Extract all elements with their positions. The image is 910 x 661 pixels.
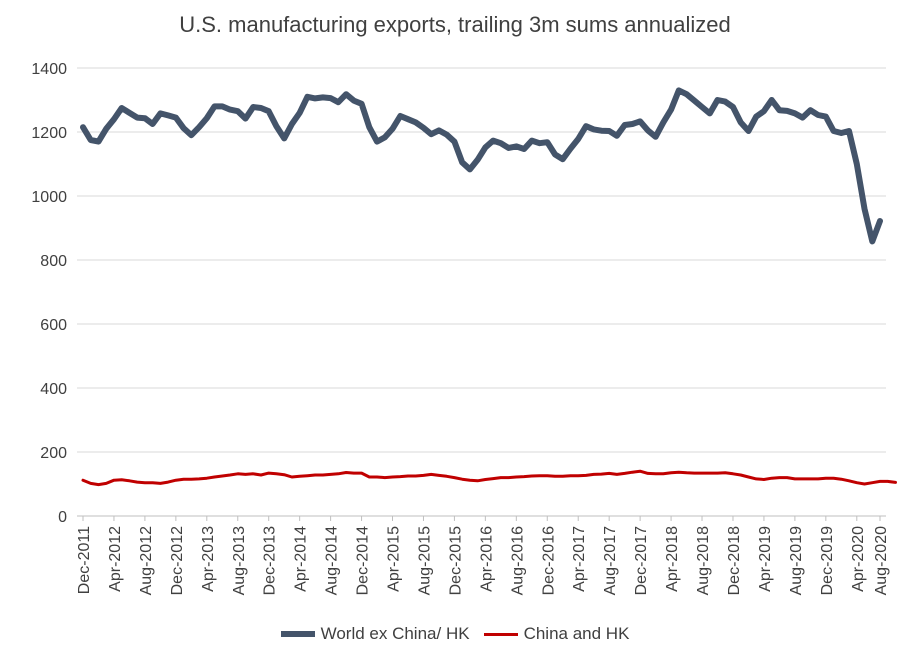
- y-tick-label: 600: [40, 317, 67, 334]
- x-tick-label: Dec-2012: [169, 526, 186, 595]
- x-tick-label: Apr-2020: [850, 526, 867, 592]
- gridlines: [77, 67, 886, 517]
- y-tick-label: 200: [40, 445, 67, 462]
- legend-item-china: China and HK: [483, 624, 630, 644]
- legend: World ex China/ HK China and HK: [0, 624, 910, 644]
- y-tick-label: 800: [40, 253, 67, 270]
- series-line-china-and-hk: [81, 469, 897, 487]
- x-tick-label: Apr-2013: [200, 526, 217, 592]
- y-tick-label: 400: [40, 381, 67, 398]
- series-lines: [80, 87, 897, 487]
- x-axis: Dec-2011 Apr-2012 Aug-2012 Dec-2012 Apr-2013…: [76, 516, 890, 595]
- y-tick-label: 0: [58, 509, 67, 526]
- x-tick-label: Aug-2017: [602, 526, 619, 595]
- legend-item-world: World ex China/ HK: [280, 624, 470, 644]
- x-tick-label: Apr-2014: [293, 526, 310, 592]
- legend-swatch-world: [280, 631, 315, 637]
- x-tick-label: Dec-2016: [540, 526, 557, 595]
- x-tick-label: Apr-2015: [386, 526, 403, 592]
- chart-title: U.S. manufacturing exports, trailing 3m …: [179, 12, 731, 37]
- x-tick-label: Aug-2014: [324, 526, 341, 595]
- x-tick-label: Dec-2017: [633, 526, 650, 595]
- x-tick-label: Dec-2019: [819, 526, 836, 595]
- legend-label-china: China and HK: [523, 624, 630, 643]
- x-tick-label: Dec-2014: [355, 526, 372, 595]
- x-tick-label: Aug-2016: [509, 526, 526, 595]
- x-tick-label: Dec-2015: [447, 526, 464, 595]
- x-tick-label: Apr-2017: [571, 526, 588, 592]
- x-tick-label: Apr-2012: [107, 526, 124, 592]
- x-tick-label: Dec-2011: [76, 526, 93, 594]
- x-tick-label: Apr-2018: [664, 526, 681, 592]
- legend-swatch-china: [483, 632, 518, 636]
- x-tick-label: Aug-2015: [416, 526, 433, 595]
- x-tick-label: Apr-2019: [757, 526, 774, 592]
- y-axis: 0 200 400 600 800 1000 1200 1400: [31, 61, 67, 526]
- x-tick-label: Dec-2013: [262, 526, 279, 595]
- legend-label-world: World ex China/ HK: [320, 624, 470, 643]
- x-tick-label: Aug-2013: [231, 526, 248, 595]
- series-line-world-ex-china-hk: [80, 87, 883, 245]
- x-tick-label: Aug-2019: [788, 526, 805, 595]
- x-tick-label: Aug-2020: [873, 526, 890, 595]
- y-tick-label: 1200: [31, 125, 67, 142]
- y-tick-label: 1000: [31, 189, 67, 206]
- x-tick-label: Aug-2012: [138, 526, 155, 595]
- x-tick-label: Dec-2018: [726, 526, 743, 595]
- x-tick-label: Aug-2018: [695, 526, 712, 595]
- y-tick-label: 1400: [31, 61, 67, 78]
- x-tick-label: Apr-2016: [478, 526, 495, 592]
